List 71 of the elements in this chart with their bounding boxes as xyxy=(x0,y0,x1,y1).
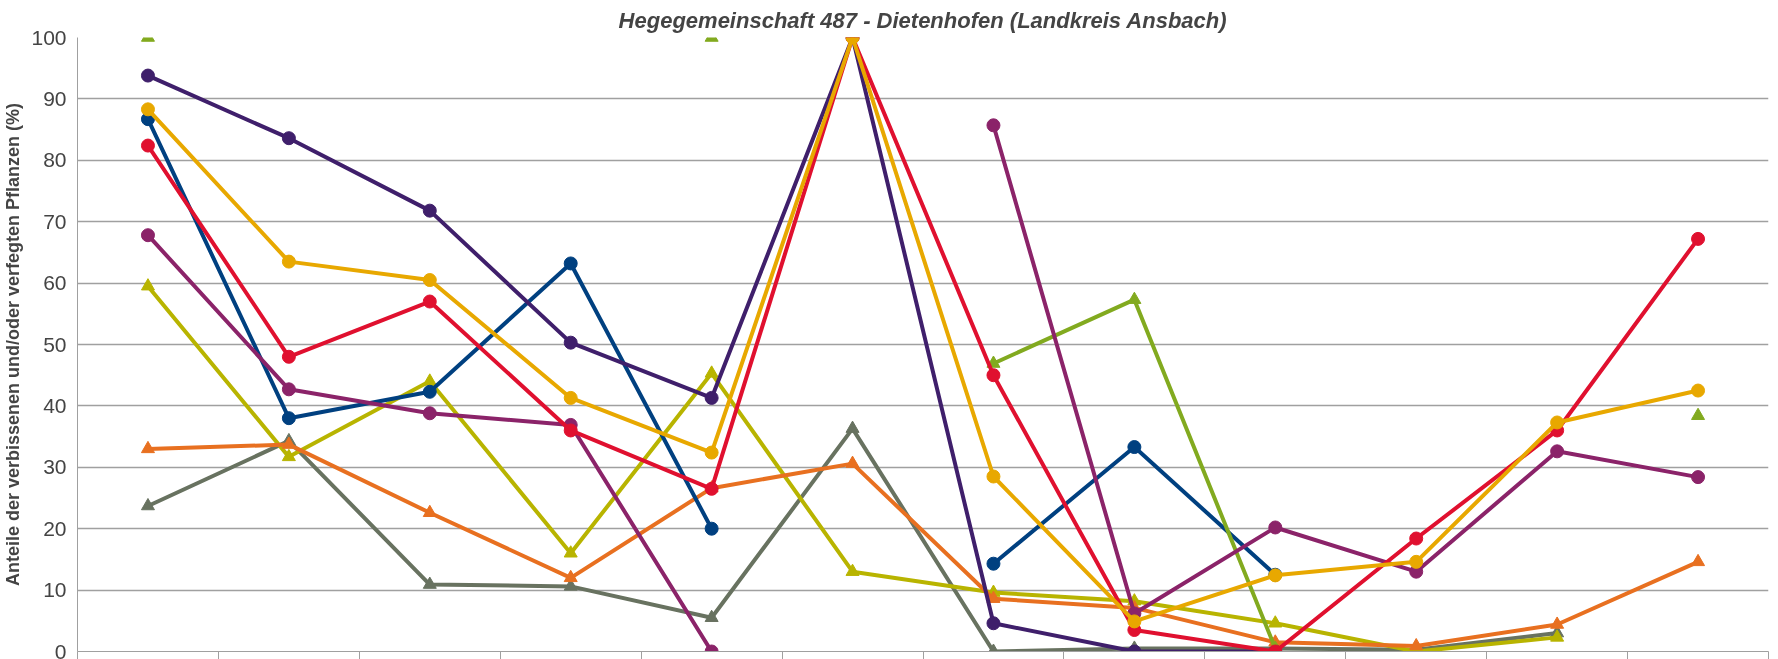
point xyxy=(563,256,578,271)
point xyxy=(1691,383,1706,398)
point xyxy=(422,384,437,399)
point xyxy=(563,390,578,405)
point xyxy=(1550,415,1565,430)
y-axis-title: Anteile der verbissenen und/oder verfegten Pflanzen (%) xyxy=(3,102,24,587)
point xyxy=(986,469,1001,484)
point xyxy=(845,455,860,468)
point xyxy=(140,138,155,153)
point xyxy=(1127,291,1142,304)
point xyxy=(1550,629,1565,642)
point xyxy=(140,228,155,243)
y-tick-label: 40 xyxy=(43,393,67,417)
point xyxy=(845,420,860,433)
y-tick-label: 60 xyxy=(43,271,67,295)
point xyxy=(422,273,437,288)
point xyxy=(422,576,437,589)
point xyxy=(1691,231,1706,246)
point xyxy=(1550,444,1565,459)
point xyxy=(563,423,578,438)
y-tick-label: 20 xyxy=(43,516,67,540)
point xyxy=(1268,615,1283,628)
point xyxy=(563,569,578,583)
point xyxy=(1691,553,1706,567)
point xyxy=(845,563,860,576)
point xyxy=(704,521,719,536)
y-tick-label: 0 xyxy=(54,639,67,659)
y-tick-label: 100 xyxy=(31,25,67,49)
point xyxy=(1268,520,1283,535)
point xyxy=(140,68,155,83)
point xyxy=(986,118,1001,133)
point xyxy=(1409,637,1424,651)
point xyxy=(1691,470,1706,485)
point xyxy=(704,609,719,622)
chart-title: Hegegemeinschaft 487 - Dietenhofen (Landkreis Ansbach) xyxy=(618,7,1227,33)
point xyxy=(422,203,437,218)
point xyxy=(704,365,719,378)
point xyxy=(1691,407,1706,420)
point xyxy=(422,294,437,309)
point xyxy=(1409,531,1424,546)
point xyxy=(1127,614,1142,629)
point xyxy=(140,440,155,454)
y-tick-label: 90 xyxy=(43,86,67,110)
point xyxy=(140,497,155,511)
point xyxy=(422,373,437,386)
point xyxy=(281,349,296,364)
y-tick-label: 50 xyxy=(43,332,67,356)
y-tick-label: 80 xyxy=(43,148,67,172)
y-tick-label: 10 xyxy=(43,578,67,602)
point xyxy=(563,545,578,558)
point xyxy=(704,390,719,405)
point xyxy=(140,102,155,117)
y-tick-label: 30 xyxy=(43,455,67,479)
y-tick-label: 70 xyxy=(43,209,67,233)
point xyxy=(281,254,296,269)
point xyxy=(281,411,296,426)
point xyxy=(281,448,296,462)
point xyxy=(1550,616,1565,629)
point xyxy=(281,382,296,397)
point xyxy=(704,445,719,460)
point xyxy=(563,335,578,350)
point xyxy=(281,131,296,146)
point xyxy=(986,556,1001,571)
point xyxy=(1127,440,1142,455)
point xyxy=(422,504,437,517)
point xyxy=(140,278,155,291)
point xyxy=(1409,554,1424,569)
point xyxy=(986,616,1001,631)
point xyxy=(422,406,437,421)
point xyxy=(281,436,296,449)
point xyxy=(986,368,1001,383)
